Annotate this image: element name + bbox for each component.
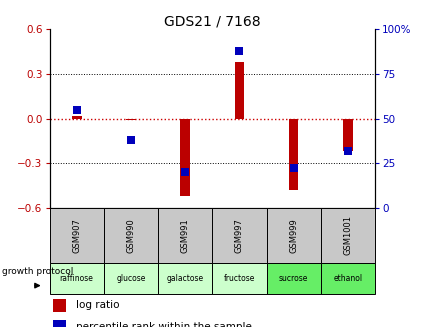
Bar (49, 263, 104, 294)
Bar (158, 263, 212, 294)
Bar (49, 208, 104, 263)
Point (73, 107, 80, 112)
Text: galactose: galactose (166, 274, 203, 283)
Bar (53, 299, 66, 312)
Bar (104, 208, 158, 263)
Text: GSM997: GSM997 (234, 218, 243, 253)
Bar (342, 119, 352, 151)
Point (235, 48, 242, 53)
Text: percentile rank within the sample: percentile rank within the sample (75, 322, 251, 327)
Bar (104, 263, 158, 294)
Title: GDS21 / 7168: GDS21 / 7168 (163, 14, 260, 28)
Bar (288, 119, 298, 190)
Text: GSM999: GSM999 (289, 218, 298, 253)
Text: log ratio: log ratio (75, 301, 119, 310)
Bar (320, 263, 374, 294)
Bar (53, 320, 66, 327)
Bar (234, 62, 244, 119)
Text: GSM991: GSM991 (180, 218, 189, 253)
Text: raffinose: raffinose (60, 274, 93, 283)
Bar (72, 115, 81, 119)
Point (181, 169, 188, 175)
Point (344, 148, 350, 153)
Point (127, 137, 134, 143)
Bar (266, 208, 320, 263)
Point (289, 166, 296, 171)
Bar (320, 208, 374, 263)
Bar (126, 119, 135, 120)
Bar (266, 263, 320, 294)
Text: GSM990: GSM990 (126, 218, 135, 253)
Text: GSM1001: GSM1001 (343, 215, 352, 255)
Text: fructose: fructose (223, 274, 255, 283)
Text: ethanol: ethanol (332, 274, 362, 283)
Bar (158, 208, 212, 263)
Bar (180, 119, 190, 196)
Text: sucrose: sucrose (278, 274, 307, 283)
Bar (212, 208, 266, 263)
Text: growth protocol: growth protocol (3, 267, 74, 276)
Text: GSM907: GSM907 (72, 218, 81, 253)
Text: glucose: glucose (116, 274, 145, 283)
Bar (212, 263, 266, 294)
